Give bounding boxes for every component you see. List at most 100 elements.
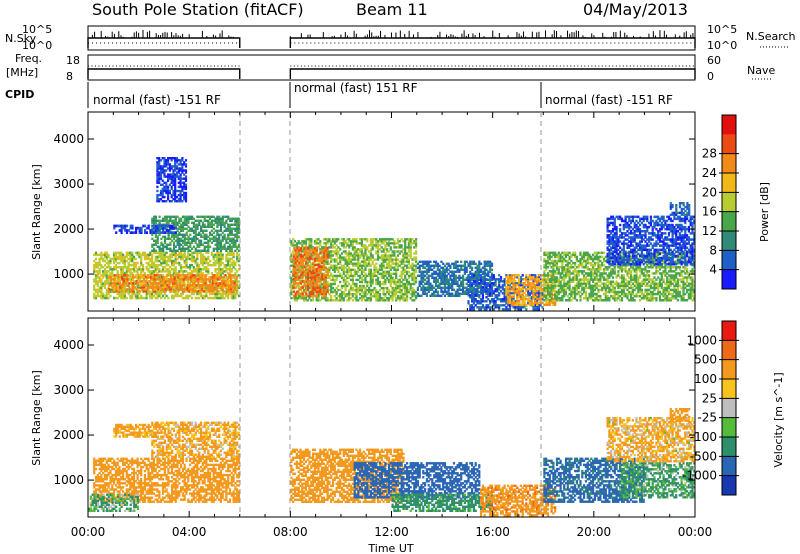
data-cell xyxy=(326,267,329,271)
data-cell xyxy=(116,284,119,287)
data-cell xyxy=(136,261,139,265)
data-cell xyxy=(203,259,206,263)
data-cell xyxy=(377,250,380,253)
data-cell xyxy=(460,292,463,295)
data-cell xyxy=(163,292,166,296)
data-cell xyxy=(216,225,219,228)
data-cell xyxy=(192,235,195,238)
data-cell xyxy=(200,288,204,291)
data-cell xyxy=(200,243,203,246)
data-cell xyxy=(160,249,163,252)
data-cell xyxy=(227,292,230,296)
data-cell xyxy=(154,257,157,261)
data-cell xyxy=(360,299,363,302)
data-cell xyxy=(192,270,195,273)
data-cell xyxy=(165,263,168,267)
data-cell xyxy=(113,253,116,257)
data-cell xyxy=(174,226,177,230)
data-cell xyxy=(218,296,221,300)
data-cell xyxy=(111,270,114,273)
data-cell xyxy=(199,292,203,296)
data-cell xyxy=(404,256,407,259)
data-cell xyxy=(163,235,167,238)
data-cell xyxy=(186,290,189,293)
data-cell xyxy=(138,253,141,257)
data-cell xyxy=(404,260,407,263)
data-cell xyxy=(219,255,222,259)
data-cell xyxy=(216,215,219,218)
data-cell xyxy=(199,272,203,275)
data-cell xyxy=(219,217,223,220)
data-cell xyxy=(216,261,219,265)
data-cell xyxy=(235,284,238,287)
data-cell xyxy=(140,268,143,271)
data-cell xyxy=(194,241,197,244)
data-cell xyxy=(132,280,136,283)
data-cell xyxy=(227,259,230,263)
data-cell xyxy=(113,266,116,269)
data-cell xyxy=(214,237,217,240)
data-cell xyxy=(111,282,115,285)
data-cell xyxy=(395,274,398,278)
data-cell xyxy=(165,251,168,255)
data-cell xyxy=(192,245,195,248)
data-cell xyxy=(171,282,174,285)
data-cell xyxy=(206,288,209,291)
data-cell xyxy=(225,241,228,244)
data-cell xyxy=(187,294,190,298)
data-cell xyxy=(142,274,145,277)
data-cell xyxy=(169,229,172,232)
data-cell xyxy=(123,259,126,263)
data-cell xyxy=(171,219,174,222)
data-cell xyxy=(172,253,175,257)
data-cell xyxy=(98,270,101,273)
data-cell xyxy=(349,244,353,247)
data-cell xyxy=(154,235,157,238)
data-cell xyxy=(400,274,403,278)
data-cell xyxy=(200,225,203,228)
data-cell xyxy=(94,251,98,255)
data-cell xyxy=(200,290,204,293)
data-cell xyxy=(208,286,211,289)
data-cell xyxy=(156,239,159,242)
data-cell xyxy=(170,263,174,267)
data-cell xyxy=(151,263,154,267)
data-cell xyxy=(180,278,184,281)
data-cell xyxy=(163,241,167,244)
data-cell xyxy=(431,284,434,287)
data-cell xyxy=(218,257,221,261)
data-cell xyxy=(140,296,143,300)
data-cell xyxy=(153,221,156,224)
data-cell xyxy=(315,247,319,250)
data-cell xyxy=(156,296,159,300)
data-cell xyxy=(151,272,154,275)
data-cell xyxy=(162,290,165,293)
data-cell xyxy=(157,274,160,277)
data-cell xyxy=(210,229,213,232)
data-cell xyxy=(160,247,163,250)
data-cell xyxy=(125,259,128,263)
data-cell xyxy=(142,286,145,289)
data-cell xyxy=(174,181,177,184)
data-cell xyxy=(122,257,125,261)
data-cell xyxy=(181,247,185,250)
data-cell xyxy=(178,270,181,273)
data-cell xyxy=(181,292,184,296)
data-cell xyxy=(213,280,216,283)
data-cell xyxy=(218,229,221,232)
data-cell xyxy=(189,245,192,248)
data-cell xyxy=(192,229,195,232)
data-cell xyxy=(344,286,347,290)
data-cell xyxy=(165,268,168,271)
data-cell xyxy=(221,245,224,248)
data-cell xyxy=(122,288,125,292)
data-cell xyxy=(189,227,192,230)
data-cell xyxy=(142,282,145,285)
data-cell xyxy=(151,294,154,298)
data-cell xyxy=(237,235,241,238)
data-cell xyxy=(145,292,148,296)
data-cell xyxy=(214,239,217,242)
data-cell xyxy=(160,282,164,285)
data-cell xyxy=(113,288,116,291)
data-cell xyxy=(171,221,174,224)
